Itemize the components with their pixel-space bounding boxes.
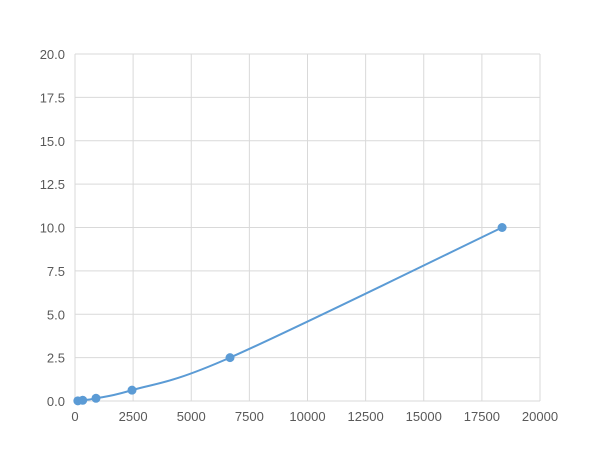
- data-point: [225, 353, 235, 363]
- x-tick-label: 5000: [177, 409, 206, 424]
- data-point: [91, 393, 101, 403]
- y-tick-label: 20.0: [40, 47, 65, 62]
- x-tick-label: 0: [71, 409, 78, 424]
- x-tick-label: 17500: [464, 409, 500, 424]
- x-tick-label: 7500: [235, 409, 264, 424]
- x-tick-label: 12500: [348, 409, 384, 424]
- y-tick-label: 12.5: [40, 177, 65, 192]
- y-tick-label: 10.0: [40, 221, 65, 236]
- data-point: [127, 385, 137, 395]
- y-tick-label: 0.0: [47, 394, 65, 409]
- x-tick-label: 2500: [119, 409, 148, 424]
- y-tick-label: 17.5: [40, 90, 65, 105]
- data-point: [497, 223, 507, 232]
- y-tick-label: 15.0: [40, 134, 65, 149]
- x-tick-label: 20000: [522, 409, 558, 424]
- y-tick-label: 7.5: [47, 264, 65, 279]
- y-tick-label: 2.5: [47, 351, 65, 366]
- y-tick-label: 5.0: [47, 307, 65, 322]
- x-tick-label: 10000: [289, 409, 325, 424]
- data-point: [78, 395, 88, 405]
- x-tick-label: 15000: [406, 409, 442, 424]
